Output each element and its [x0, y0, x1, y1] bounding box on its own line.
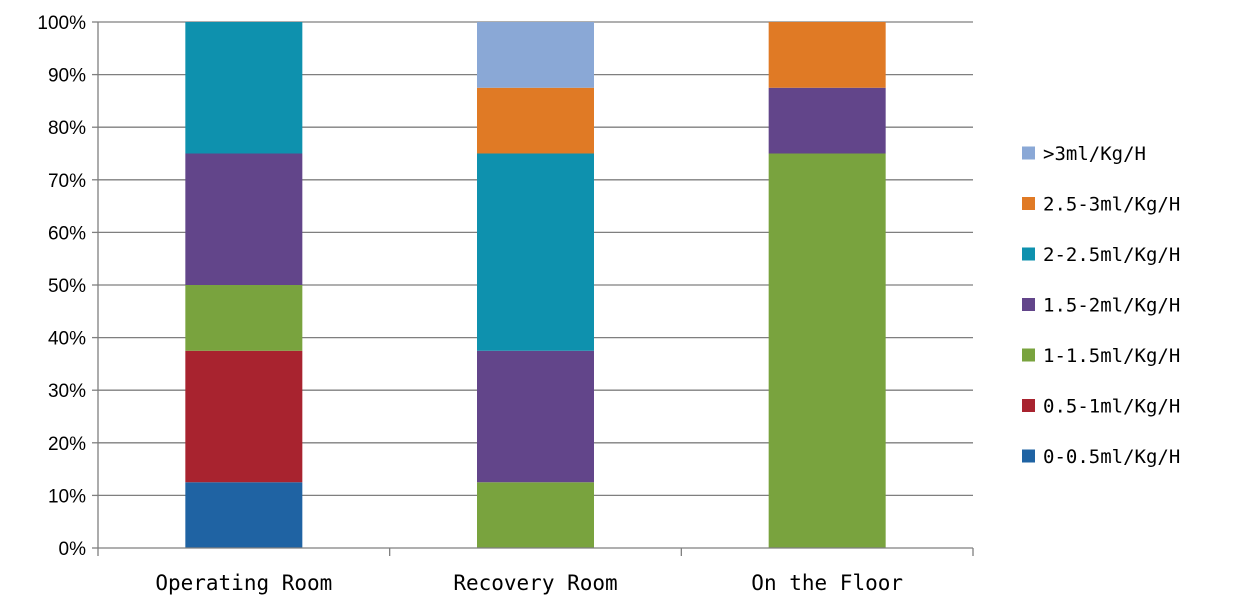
legend-label: >3ml/Kg/H: [1043, 143, 1146, 165]
legend-swatch: [1022, 146, 1035, 160]
bar-segment-2-7: [477, 22, 594, 88]
legend-swatch: [1022, 449, 1035, 463]
legend-swatch: [1022, 197, 1035, 210]
y-tick-label: 90%: [48, 66, 86, 87]
category-labels: Operating Room Recovery Room On the Floor: [155, 571, 903, 595]
bar-segment-1-2: [185, 350, 303, 483]
legend-label: 2.5-3ml/Kg/H: [1043, 194, 1180, 216]
y-tick-label: 20%: [48, 434, 86, 455]
y-tick-label: 80%: [48, 118, 86, 139]
legend-swatch: [1022, 298, 1035, 311]
y-tick-label: 10%: [48, 486, 86, 507]
bar-segment-1-4: [185, 153, 303, 285]
bar-segment-3-6: [768, 22, 886, 88]
category-label: Operating Room: [155, 571, 332, 595]
bar-segment-3-3: [768, 153, 886, 548]
axes: [92, 21, 974, 556]
legend: >3ml/Kg/H 2.5-3ml/Kg/H 2-2.5ml/Kg/H 1.5-2ml…: [1022, 143, 1180, 468]
y-tick-label: 60%: [48, 223, 86, 244]
category-label: Recovery Room: [453, 571, 617, 595]
legend-swatch: [1022, 247, 1035, 261]
bar-segment-3-4: [768, 87, 886, 154]
y-tick-label: 0%: [59, 539, 87, 560]
legend-swatch: [1022, 348, 1035, 362]
y-tick-label: 30%: [48, 381, 86, 402]
y-tick-label: 70%: [48, 171, 86, 192]
legend-label: 2-2.5ml/Kg/H: [1043, 244, 1180, 266]
bar-segment-2-5: [477, 153, 594, 351]
bars: [185, 22, 886, 548]
category-label: On the Floor: [751, 571, 903, 595]
legend-label: 0.5-1ml/Kg/H: [1043, 396, 1180, 418]
bar-segment-2-6: [477, 87, 594, 154]
bar-segment-2-3: [477, 482, 594, 548]
bar-segment-1-3: [185, 285, 303, 351]
y-tick-label: 50%: [48, 276, 86, 297]
y-tick-labels: 0% 10% 20% 30% 40% 50% 60% 70% 80% 90% 100%: [37, 13, 86, 560]
y-tick-label: 100%: [37, 13, 86, 34]
bar-segment-1-5: [185, 22, 303, 154]
legend-swatch: [1022, 399, 1035, 412]
bar-segment-2-4: [477, 350, 594, 483]
legend-label: 1-1.5ml/Kg/H: [1043, 345, 1180, 367]
legend-label: 1.5-2ml/Kg/H: [1043, 295, 1180, 317]
bar-segment-1-1: [185, 482, 303, 548]
legend-label: 0-0.5ml/Kg/H: [1043, 446, 1180, 468]
y-tick-label: 40%: [48, 329, 86, 350]
